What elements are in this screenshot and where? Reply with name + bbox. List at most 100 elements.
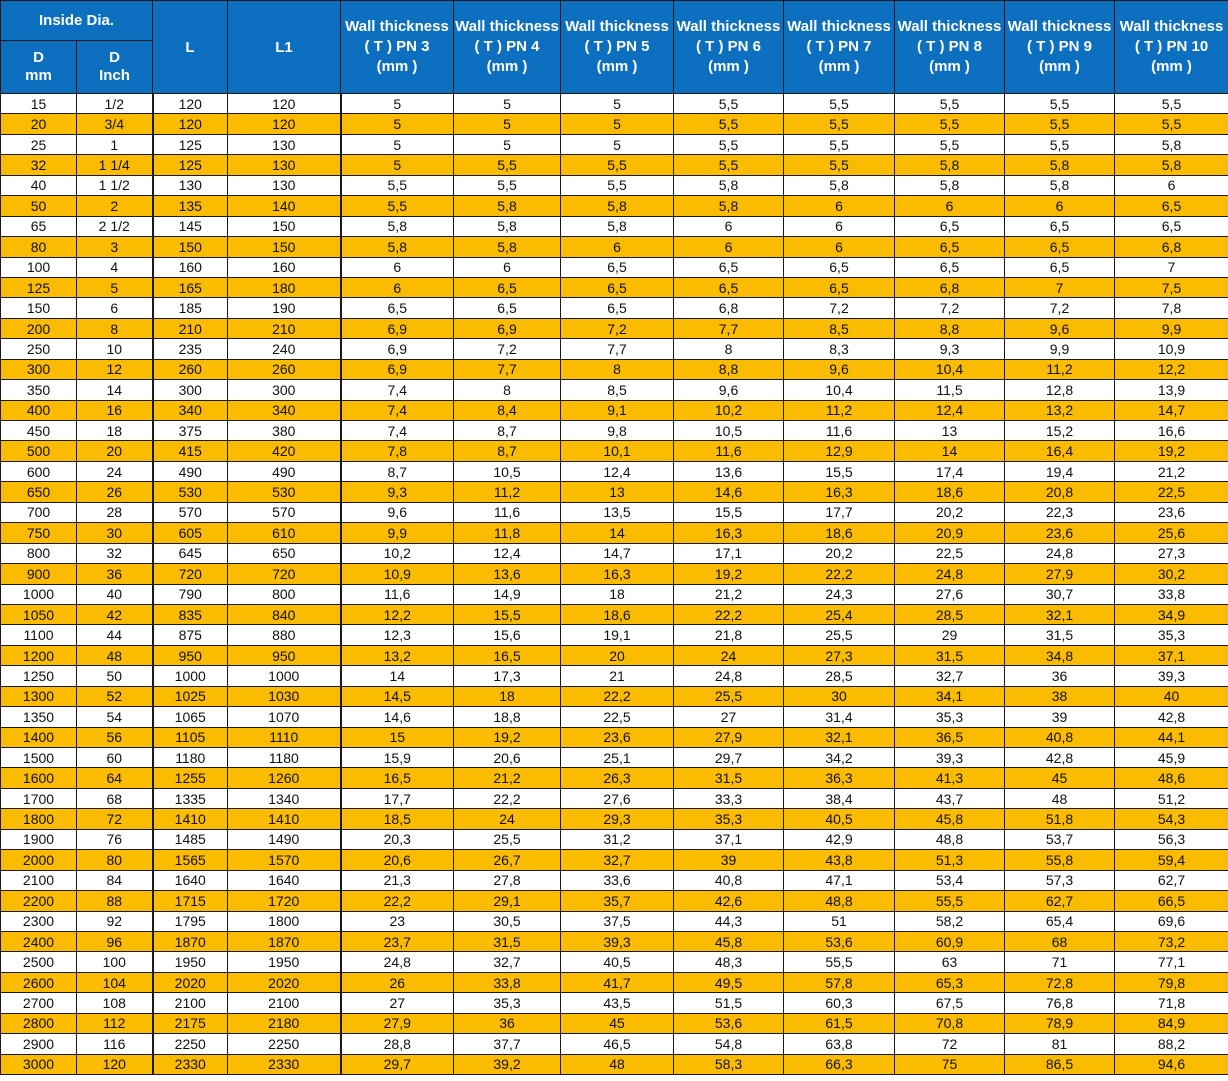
table-row: 650 26 530 530 9,3 11,2 13 14,6 16,3 18,6 20,8 22,5 bbox=[0, 481, 1228, 503]
table-cell: 94,6 bbox=[1114, 1053, 1228, 1076]
table-cell: 22,2 bbox=[560, 685, 674, 708]
table-cell: 67,5 bbox=[894, 992, 1005, 1014]
table-cell: 21,2 bbox=[1114, 460, 1228, 483]
table-cell: 60,3 bbox=[783, 992, 895, 1014]
table-cell: 32,7 bbox=[453, 951, 561, 973]
table-cell: 25,5 bbox=[453, 828, 561, 851]
table-cell: 6,9 bbox=[453, 317, 561, 340]
table-cell: 32,7 bbox=[894, 665, 1005, 687]
table-cell: 60,9 bbox=[894, 930, 1005, 953]
table-cell: 17,1 bbox=[673, 542, 784, 565]
table-cell: 13,2 bbox=[1004, 399, 1115, 422]
table-cell: 41,7 bbox=[560, 971, 674, 994]
table-cell: 48,8 bbox=[894, 828, 1005, 851]
table-row: 2400 96 1870 1870 23,7 31,5 39,3 45,8 53,6 60,9 68… bbox=[0, 930, 1228, 953]
table-cell: 12,4 bbox=[560, 460, 674, 483]
table-cell: 180 bbox=[227, 276, 341, 299]
table-cell: 31,5 bbox=[894, 644, 1005, 667]
table-cell: 210 bbox=[151, 317, 228, 340]
table-row: 1800 72 1410 1410 18,5 24 29,3 35,3 40,5 45,8 51,8… bbox=[0, 808, 1228, 830]
table-cell: 1065 bbox=[151, 706, 228, 728]
table-cell: 55,5 bbox=[783, 951, 895, 973]
table-cell: 240 bbox=[227, 338, 341, 360]
table-cell: 19,2 bbox=[673, 563, 784, 585]
table-cell: 14 bbox=[560, 522, 674, 544]
table-cell: 33,8 bbox=[453, 971, 561, 994]
table-cell: 28 bbox=[76, 501, 153, 524]
table-cell: 21,2 bbox=[453, 767, 561, 789]
table-cell: 1030 bbox=[227, 685, 341, 708]
table-cell: 10 bbox=[76, 338, 153, 360]
table-cell: 1485 bbox=[151, 828, 228, 851]
table-cell: 14,7 bbox=[560, 542, 674, 565]
table-row: 250 10 235 240 6,9 7,2 7,7 8 8,3 9,3 9,9 10,9 bbox=[0, 338, 1228, 360]
table-cell: 20,6 bbox=[453, 746, 561, 769]
table-cell: 2175 bbox=[151, 1012, 228, 1035]
table-cell: 145 bbox=[151, 215, 228, 238]
table-row: 1300 52 1025 1030 14,5 18 22,2 25,5 30 34,1 38 40 bbox=[0, 685, 1228, 708]
table-cell: 5,5 bbox=[673, 113, 784, 135]
table-row: 300 12 260 260 6,9 7,7 8 8,8 9,6 10,4 11,2 12,2 bbox=[0, 358, 1228, 381]
table-cell: 9,6 bbox=[1004, 317, 1115, 340]
table-cell: 6 bbox=[894, 195, 1005, 217]
table-cell: 71 bbox=[1004, 951, 1115, 973]
table-cell: 11,6 bbox=[783, 419, 895, 442]
table-cell: 32,7 bbox=[560, 849, 674, 871]
table-cell: 66,3 bbox=[783, 1053, 895, 1076]
table-row: 1200 48 950 950 13,2 16,5 20 24 27,3 31,5 34,8 37,1 bbox=[0, 644, 1228, 667]
table-cell: 5,5 bbox=[894, 113, 1005, 135]
table-cell: 12,9 bbox=[783, 440, 895, 462]
table-cell: 1410 bbox=[151, 808, 228, 830]
table-cell: 7,5 bbox=[1114, 276, 1228, 299]
table-cell: 10,4 bbox=[783, 379, 895, 401]
table-cell: 7,4 bbox=[339, 419, 454, 442]
wall-thickness-pn6-header: Wall thickness( T ) PN 6 (mm ) bbox=[673, 0, 784, 94]
table-cell: 37,1 bbox=[673, 828, 784, 851]
table-cell: 1950 bbox=[151, 951, 228, 973]
table-cell: 23,7 bbox=[339, 930, 454, 953]
table-cell: 2100 bbox=[0, 869, 77, 892]
table-cell: 375 bbox=[151, 419, 228, 442]
table-cell: 130 bbox=[227, 154, 341, 176]
table-cell: 9,3 bbox=[894, 338, 1005, 360]
table-cell: 17,7 bbox=[339, 787, 454, 810]
table-cell: 24,8 bbox=[894, 563, 1005, 585]
table-cell: 10,9 bbox=[1114, 338, 1228, 360]
table-cell: 260 bbox=[227, 358, 341, 381]
table-cell: 23,6 bbox=[560, 726, 674, 749]
table-cell: 44,3 bbox=[673, 910, 784, 932]
table-cell: 22,5 bbox=[1114, 481, 1228, 503]
table-cell: 68 bbox=[1004, 930, 1115, 953]
wall-thickness-pn10-header: Wall thickness( T ) PN 10 (mm ) bbox=[1114, 0, 1228, 94]
table-cell: 55,8 bbox=[1004, 849, 1115, 871]
table-cell: 32 bbox=[0, 154, 77, 176]
table-cell: 48,6 bbox=[1114, 767, 1228, 789]
table-cell: 27 bbox=[673, 706, 784, 728]
wall-thickness-pn7-header: Wall thickness( T ) PN 7 (mm ) bbox=[783, 0, 895, 94]
table-cell: 65 bbox=[0, 215, 77, 238]
table-cell: 1250 bbox=[0, 665, 77, 687]
table-cell: 100 bbox=[76, 951, 153, 973]
table-cell: 490 bbox=[151, 460, 228, 483]
table-cell: 20,2 bbox=[783, 542, 895, 565]
table-cell: 500 bbox=[0, 440, 77, 462]
table-cell: 62,7 bbox=[1004, 890, 1115, 912]
table-cell: 8,7 bbox=[453, 440, 561, 462]
table-row: 500 20 415 420 7,8 8,7 10,1 11,6 12,9 14 16,4 19,2 bbox=[0, 440, 1228, 462]
table-cell: 40 bbox=[1114, 685, 1228, 708]
table-cell: 6,5 bbox=[339, 297, 454, 319]
table-cell: 48,3 bbox=[673, 951, 784, 973]
table-cell: 5,8 bbox=[673, 174, 784, 197]
table-cell: 29,7 bbox=[339, 1053, 454, 1076]
table-cell: 6 bbox=[339, 256, 454, 278]
table-cell: 8,5 bbox=[783, 317, 895, 340]
table-cell: 64 bbox=[76, 767, 153, 789]
table-cell: 14 bbox=[76, 379, 153, 401]
table-cell: 27,6 bbox=[560, 787, 674, 810]
table-cell: 50 bbox=[0, 195, 77, 217]
table-cell: 13,5 bbox=[560, 501, 674, 524]
table-cell: 8,8 bbox=[673, 358, 784, 381]
table-cell: 300 bbox=[151, 379, 228, 401]
table-cell: 7,4 bbox=[339, 399, 454, 422]
table-cell: 40,5 bbox=[560, 951, 674, 973]
